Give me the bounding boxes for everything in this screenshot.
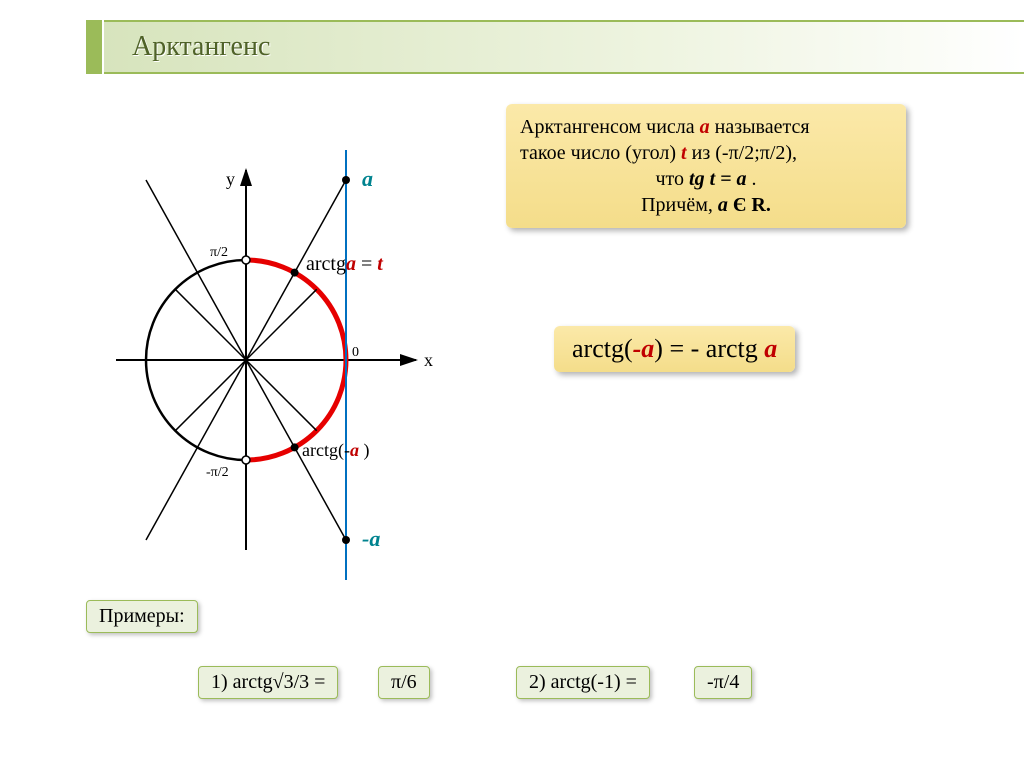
arctg-a-label: arctgа = t (306, 253, 384, 275)
def-text: Причём, (641, 194, 718, 216)
point-arctg-a (291, 269, 299, 277)
point-neg-a (342, 536, 350, 544)
neg-a-label: -a (362, 526, 380, 551)
x-axis-label: x (424, 350, 433, 370)
def-text: называется (710, 116, 810, 138)
def-text: что (655, 168, 689, 190)
example-1: 1) arctg√3/3 = (198, 666, 338, 699)
def-text: такое число (угол) (520, 142, 681, 164)
y-axis-label: y (226, 169, 235, 189)
point-arctg-neg-a (291, 443, 299, 451)
origin-label: 0 (352, 345, 359, 360)
id-neg-a: -a (633, 334, 655, 363)
def-text: . (747, 168, 757, 190)
def-line-4: Причём, a Є R. (520, 192, 892, 218)
unit-circle-diagram: y x 0 π/2 -π/2 a -a arctgа = t arctg(-a … (86, 150, 466, 580)
example-2-answer: -π/4 (694, 666, 752, 699)
identity-box: arctg(-a) = - arctg a (554, 326, 795, 372)
def-line-2: такое число (угол) t из (-π/2;π/2), (520, 140, 892, 166)
title-bar: Арктангенс (104, 20, 1024, 74)
def-eq: tg t = a (689, 168, 747, 190)
pi2-bottom-label: -π/2 (206, 465, 229, 480)
endpoint-bottom (242, 456, 250, 464)
id-text: arctg( (572, 334, 633, 363)
def-a: а (700, 116, 710, 138)
page-title: Арктангенс (132, 31, 270, 63)
id-text: ) = - arctg (654, 334, 764, 363)
def-line-3: что tg t = a . (520, 166, 892, 192)
arctg-neg-a-label: arctg(-a ) (302, 440, 369, 461)
def-a2: a (718, 194, 728, 216)
pi2-top-label: π/2 (210, 245, 228, 260)
example-1-answer: π/6 (378, 666, 430, 699)
def-text: из (-π/2;π/2), (687, 142, 797, 164)
def-line-1: Арктангенсом числа а называется (520, 114, 892, 140)
title-accent (86, 20, 102, 74)
example-2: 2) arctg(-1) = (516, 666, 650, 699)
definition-box: Арктангенсом числа а называется такое чи… (506, 104, 906, 228)
def-text: Є R. (728, 194, 771, 216)
a-label: a (362, 166, 373, 191)
examples-label: Примеры: (86, 600, 198, 633)
id-a: a (764, 334, 777, 363)
point-a (342, 176, 350, 184)
endpoint-top (242, 256, 250, 264)
def-text: Арктангенсом числа (520, 116, 700, 138)
